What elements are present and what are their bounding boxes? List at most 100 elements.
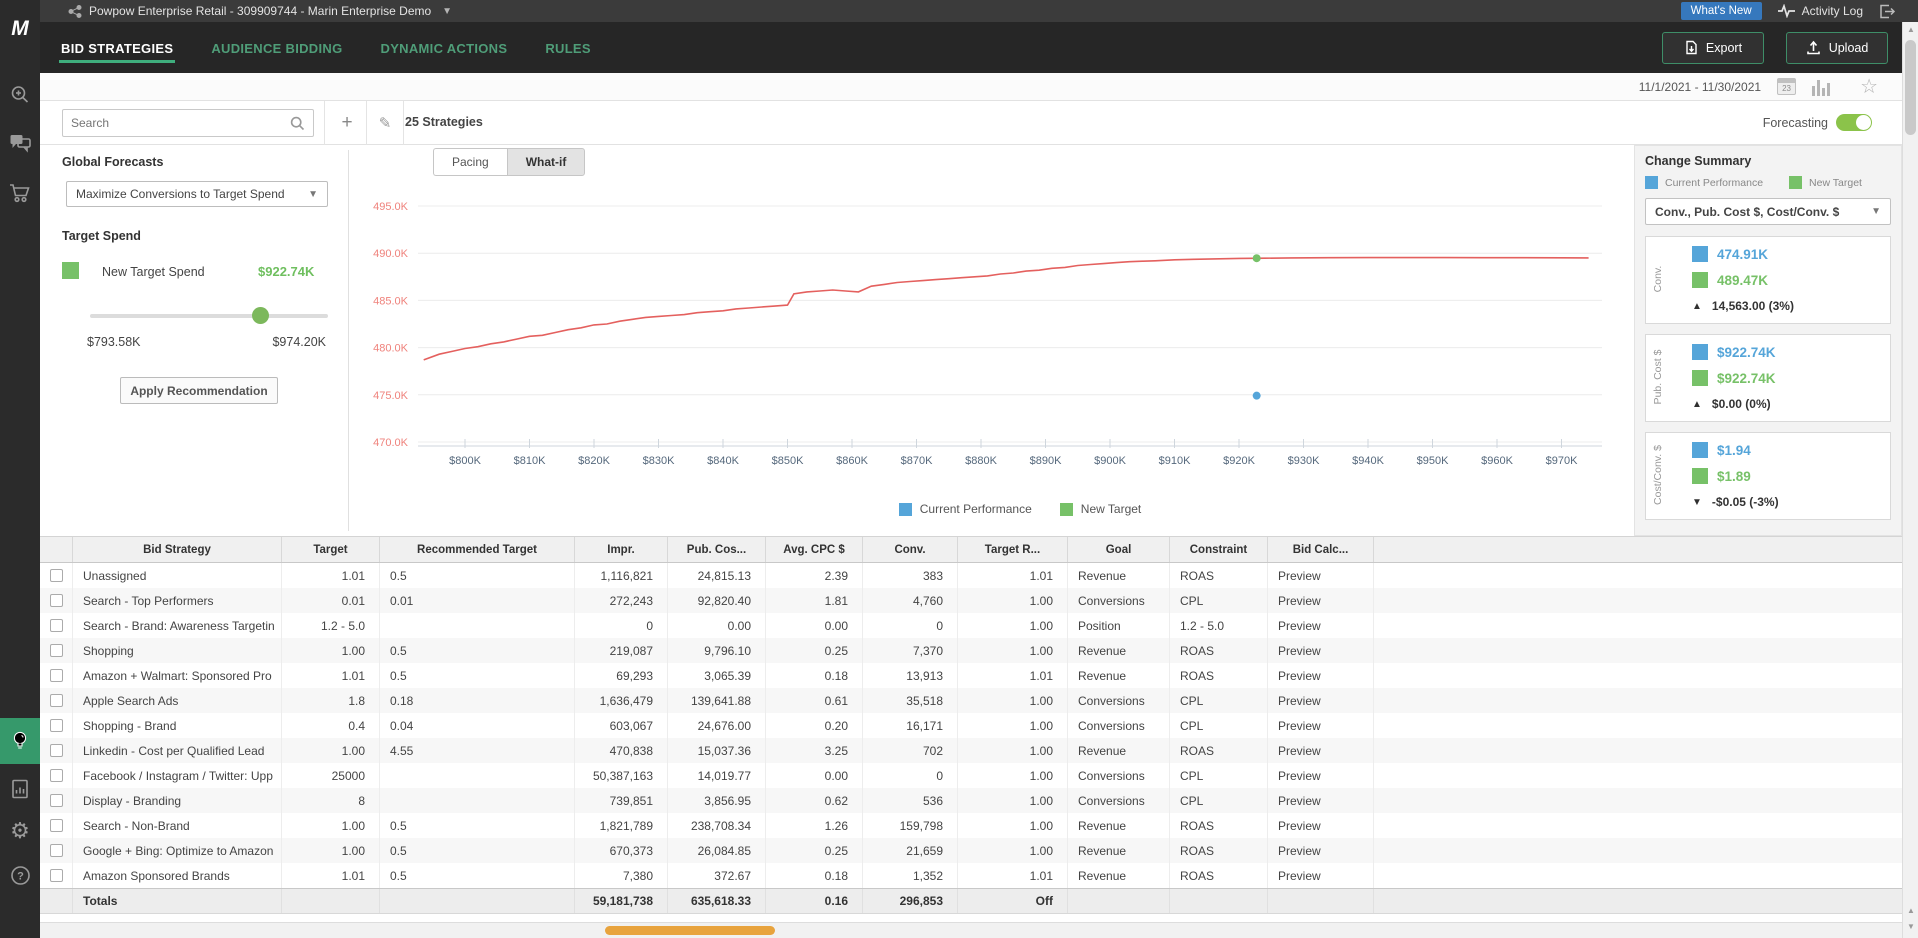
forecast-objective-select[interactable]: Maximize Conversions to Target Spend ▼ [66, 181, 328, 207]
tab-dynamic-actions[interactable]: DYNAMIC ACTIONS [380, 41, 508, 56]
horizontal-scrollbar[interactable]: ◀ [0, 922, 1902, 938]
legend-item-current-performance: Current Performance [1645, 176, 1763, 189]
chart-legend: Current Performance New Target [810, 502, 1230, 516]
svg-text:?: ? [17, 870, 24, 882]
cell-target: 1.8 [282, 688, 380, 713]
vertical-scroll-thumb[interactable] [1905, 40, 1916, 135]
main-area: Global Forecasts Maximize Conversions to… [40, 145, 1902, 536]
search-input[interactable] [63, 116, 290, 130]
export-button[interactable]: Export [1662, 31, 1764, 64]
cell-bid-calc[interactable]: Preview [1268, 788, 1374, 813]
cell-bid-calc[interactable]: Preview [1268, 613, 1374, 638]
row-checkbox[interactable] [49, 719, 63, 732]
cell-avg-cpc: 0.25 [766, 838, 863, 863]
row-checkbox[interactable] [49, 869, 63, 882]
edit-button[interactable]: ✎ [378, 115, 392, 132]
cell-bid-calc[interactable]: Preview [1268, 813, 1374, 838]
gear-icon[interactable]: ⚙ [10, 818, 30, 843]
row-checkbox[interactable] [49, 594, 63, 607]
column-header-target-r[interactable]: Target R... [958, 537, 1068, 562]
cart-icon[interactable] [0, 176, 40, 210]
sidebar-item-bid-strategies-active[interactable] [0, 718, 40, 764]
row-checkbox[interactable] [49, 644, 63, 657]
summary-metric-select[interactable]: Conv., Pub. Cost $, Cost/Conv. $ ▼ [1645, 198, 1891, 225]
cell-goal: Revenue [1068, 738, 1170, 763]
cell-bid-calc[interactable]: Preview [1268, 563, 1374, 588]
cell-bid-calc[interactable]: Preview [1268, 863, 1374, 888]
scroll-up-icon[interactable]: ▲ [1907, 25, 1915, 34]
column-header-conv[interactable]: Conv. [863, 537, 958, 562]
table-row-display-branding: Display - Branding 8 739,851 3,856.95 0.62 53… [40, 788, 1902, 813]
cell-bid-calc[interactable]: Preview [1268, 763, 1374, 788]
column-header-bid-calc[interactable]: Bid Calc... [1268, 537, 1374, 562]
column-header-goal[interactable]: Goal [1068, 537, 1170, 562]
slider-handle[interactable] [252, 307, 270, 324]
chart-tab-what-if[interactable]: What-if [506, 148, 586, 176]
forecasting-toggle[interactable] [1836, 114, 1872, 131]
zoom-search-icon[interactable] [0, 78, 40, 112]
row-checkbox[interactable] [49, 694, 63, 707]
cell-conv: 4,760 [863, 588, 958, 613]
add-strategy-button[interactable]: + [341, 112, 353, 133]
tab-bid-strategies[interactable]: BID STRATEGIES [59, 27, 176, 68]
column-header-avg-cpc[interactable]: Avg. CPC $ [766, 537, 863, 562]
cell-bid-calc[interactable]: Preview [1268, 588, 1374, 613]
tab-audience-bidding[interactable]: AUDIENCE BIDDING [211, 41, 343, 56]
cell-bid-calc[interactable]: Preview [1268, 638, 1374, 663]
scroll-up2-icon[interactable]: ▲ [1907, 906, 1915, 915]
column-header-pub-cos[interactable]: Pub. Cos... [668, 537, 766, 562]
target-value-row: $1.89 [1692, 468, 1751, 484]
account-selector[interactable]: Powpow Enterprise Retail - 309909744 - M… [68, 4, 452, 18]
tab-rules[interactable]: RULES [545, 41, 591, 56]
target-spend-slider[interactable] [90, 307, 328, 324]
row-checkbox[interactable] [49, 619, 63, 632]
cell-bid-calc[interactable]: Preview [1268, 738, 1374, 763]
favorite-star-icon[interactable]: ☆ [1860, 75, 1878, 98]
vertical-scrollbar[interactable]: ▲ ▲ ▼ [1902, 22, 1918, 938]
horizontal-scroll-thumb[interactable] [605, 926, 775, 935]
help-icon[interactable]: ? [0, 858, 40, 892]
cell-recommended-target [380, 763, 575, 788]
primary-nav: BID STRATEGIES AUDIENCE BIDDING DYNAMIC AC… [40, 22, 1918, 73]
row-checkbox[interactable] [49, 819, 63, 832]
calendar-icon[interactable]: 23 [1777, 78, 1797, 95]
row-checkbox[interactable] [49, 794, 63, 807]
column-header-bid-strategy[interactable]: Bid Strategy [73, 537, 282, 562]
apply-recommendation-button[interactable]: Apply Recommendation [120, 377, 278, 404]
cell-bid-calc[interactable]: Preview [1268, 663, 1374, 688]
cell-target: 1.2 - 5.0 [282, 613, 380, 638]
cell-bid-calc[interactable]: Preview [1268, 688, 1374, 713]
chat-icon[interactable] [0, 126, 40, 160]
column-header-constraint[interactable]: Constraint [1170, 537, 1268, 562]
column-header-impr[interactable]: Impr. [575, 537, 668, 562]
svg-text:$890K: $890K [1030, 455, 1062, 467]
table-header: Bid Strategy Target Recommended Target Impr… [40, 536, 1902, 563]
date-range[interactable]: 11/1/2021 - 11/30/2021 [1638, 79, 1762, 94]
cell-goal: Revenue [1068, 838, 1170, 863]
chart-tab-pacing[interactable]: Pacing [433, 148, 507, 176]
legend-item-new-target: New Target [1789, 176, 1862, 189]
row-checkbox[interactable] [49, 844, 63, 857]
cell-conv: 0 [863, 613, 958, 638]
column-header-recommended-target[interactable]: Recommended Target [380, 537, 575, 562]
scroll-down-icon[interactable]: ▼ [1907, 922, 1915, 931]
cell-bid-calc[interactable]: Preview [1268, 838, 1374, 863]
row-checkbox[interactable] [49, 769, 63, 782]
upload-button[interactable]: Upload [1786, 31, 1888, 64]
activity-log-button[interactable]: Activity Log [1777, 4, 1863, 18]
cell-pub-cos: 3,856.95 [668, 788, 766, 813]
cell-recommended-target: 4.55 [380, 738, 575, 763]
row-checkbox[interactable] [49, 669, 63, 682]
totals-avg-cpc: 0.16 [766, 889, 863, 913]
whats-new-button[interactable]: What's New [1680, 2, 1762, 20]
summary-card-pub-cost: Pub. Cost $ $922.74K $922.74K ▲ $0.00 (0%) [1645, 334, 1891, 422]
report-icon[interactable] [0, 772, 40, 806]
cell-bid-calc[interactable]: Preview [1268, 713, 1374, 738]
row-checkbox[interactable] [49, 569, 63, 582]
sign-out-icon[interactable] [1879, 4, 1896, 19]
column-header-target[interactable]: Target [282, 537, 380, 562]
column-chart-icon[interactable] [1810, 78, 1832, 96]
cell-constraint: CPL [1170, 688, 1268, 713]
row-checkbox[interactable] [49, 744, 63, 757]
cell-constraint: CPL [1170, 763, 1268, 788]
